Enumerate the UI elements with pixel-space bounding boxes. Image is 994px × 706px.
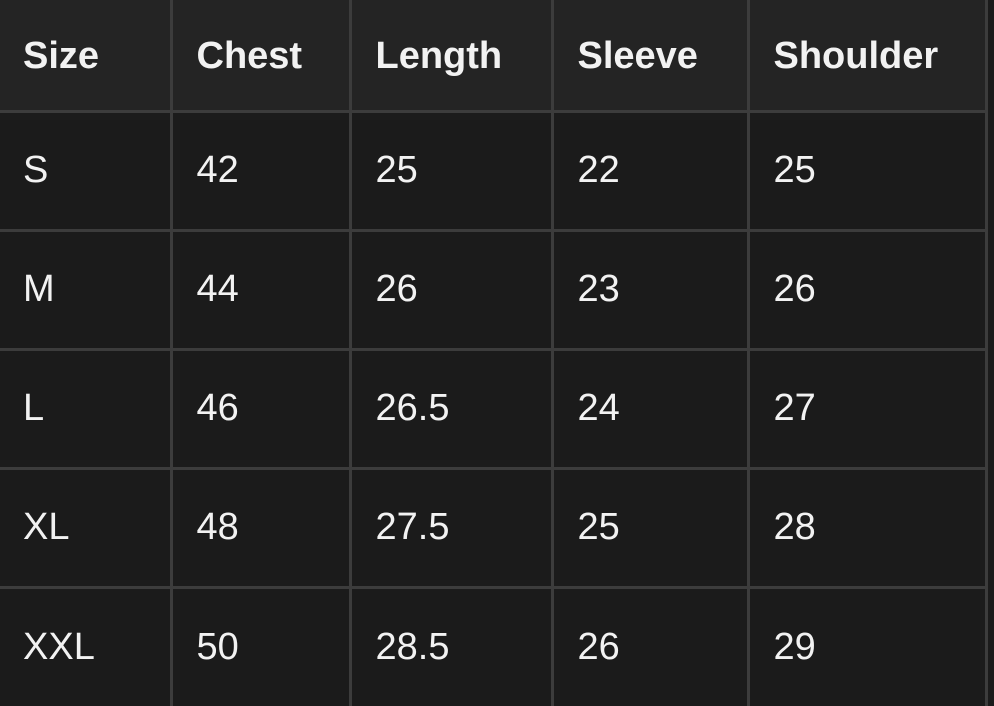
cell-chest: 44 [169,228,352,351]
cell-shoulder: 29 [746,585,988,706]
table-row: M 44 26 23 26 [0,228,988,351]
cell-chest: 50 [169,585,352,706]
cell-size: XL [0,466,173,589]
cell-shoulder: 28 [746,466,988,589]
cell-sleeve: 26 [550,585,750,706]
cell-sleeve: 24 [550,347,750,470]
header-length: Length [348,0,554,113]
cell-length: 28.5 [348,585,554,706]
cell-length: 26 [348,228,554,351]
cell-shoulder: 25 [746,109,988,232]
cell-length: 26.5 [348,347,554,470]
cell-shoulder: 26 [746,228,988,351]
header-row: Size Chest Length Sleeve Shoulder [0,0,988,113]
table-row: XL 48 27.5 25 28 [0,466,988,589]
cell-length: 27.5 [348,466,554,589]
cell-length: 25 [348,109,554,232]
header-sleeve: Sleeve [550,0,750,113]
header-chest: Chest [169,0,352,113]
table-row: S 42 25 22 25 [0,109,988,232]
table-row: XXL 50 28.5 26 29 [0,585,988,706]
cell-sleeve: 23 [550,228,750,351]
cell-chest: 46 [169,347,352,470]
cell-size: L [0,347,173,470]
header-shoulder: Shoulder [746,0,988,113]
cell-shoulder: 27 [746,347,988,470]
cell-size: XXL [0,585,173,706]
header-size: Size [0,0,173,113]
cell-sleeve: 22 [550,109,750,232]
table-row: L 46 26.5 24 27 [0,347,988,470]
cell-chest: 48 [169,466,352,589]
cell-size: M [0,228,173,351]
cell-sleeve: 25 [550,466,750,589]
cell-chest: 42 [169,109,352,232]
cell-size: S [0,109,173,232]
